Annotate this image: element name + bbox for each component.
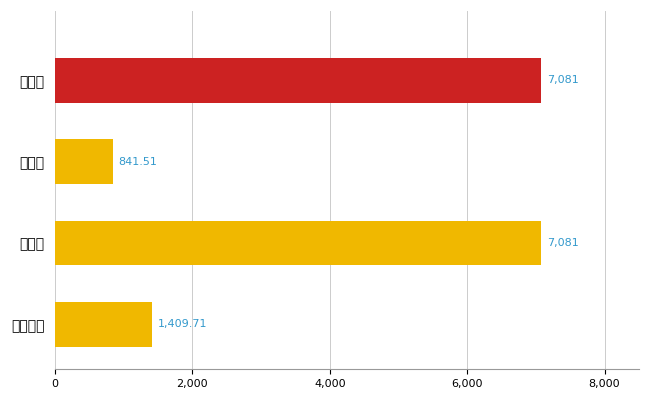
Text: 1,409.71: 1,409.71 (157, 320, 207, 330)
Bar (55, 58, 541, 103)
Bar (55, 221, 541, 266)
Text: 7,081: 7,081 (547, 75, 578, 85)
Bar (55, 302, 152, 347)
Text: 7,081: 7,081 (547, 238, 578, 248)
Bar (55, 139, 113, 184)
Text: 841.51: 841.51 (118, 157, 157, 167)
